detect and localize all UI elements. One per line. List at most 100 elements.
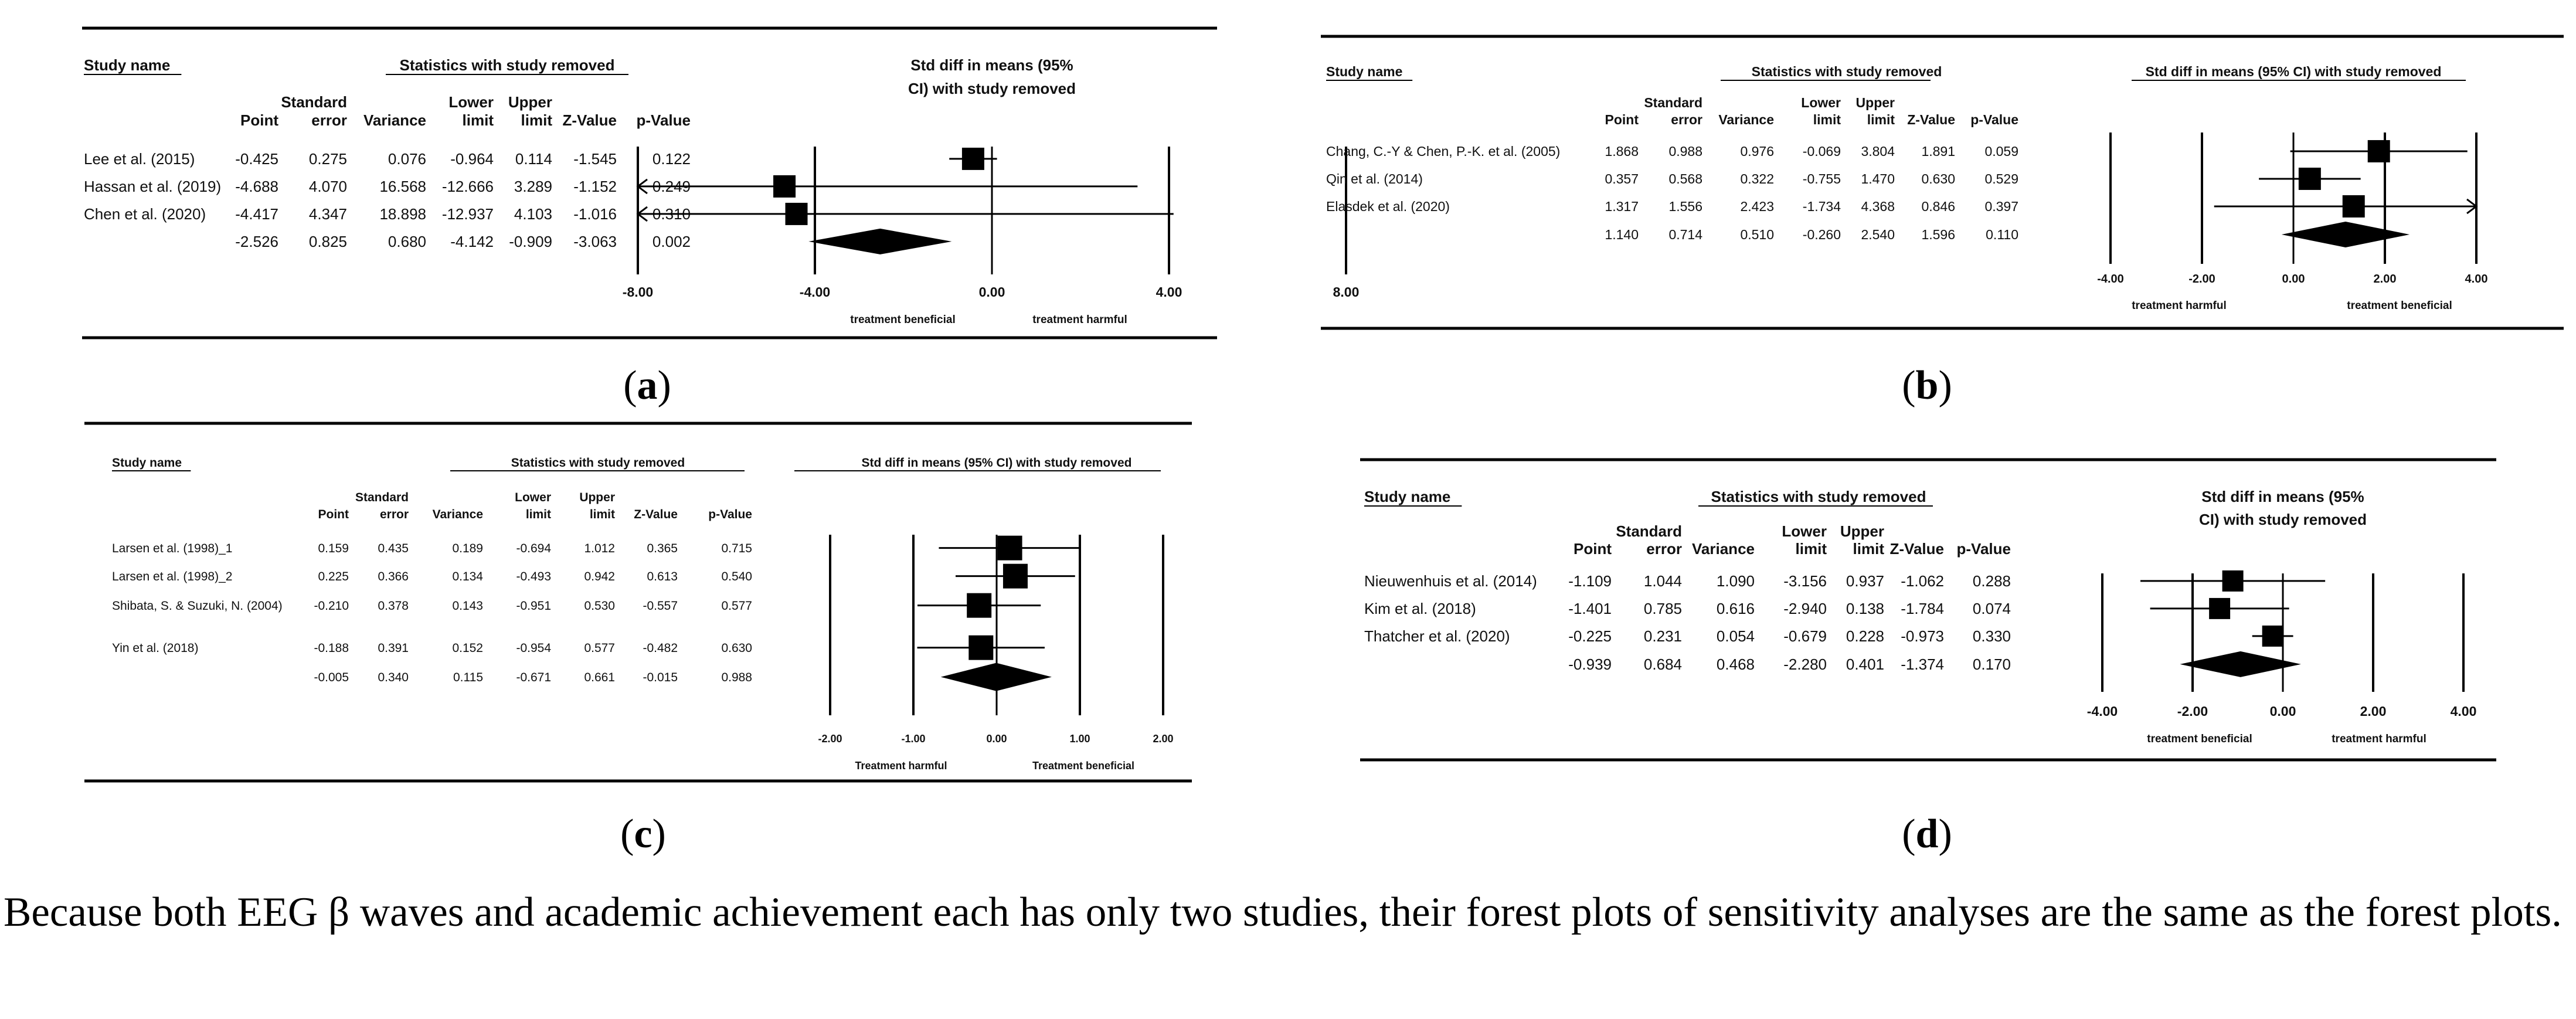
stat-value: 1.140 bbox=[1605, 227, 1639, 242]
stat-value: 0.159 bbox=[318, 542, 349, 555]
stat-value: 0.616 bbox=[1717, 600, 1755, 617]
table-row: Shibata, S. & Suzuki, N. (2004) -0.210 0.3… bbox=[112, 599, 752, 613]
panel-c: Study name Statistics with study removed P… bbox=[84, 422, 1192, 857]
panel-d: Study name Statistics with study removed P… bbox=[1360, 458, 2496, 857]
summary-diamond bbox=[808, 228, 952, 254]
stat-value: 0.189 bbox=[452, 542, 483, 555]
column-header-line2: limit bbox=[1796, 540, 1827, 558]
stat-value: 0.225 bbox=[318, 570, 349, 583]
stat-value: 0.059 bbox=[1984, 144, 2018, 159]
stat-value: -3.063 bbox=[573, 233, 617, 250]
summary-row: -2.526 0.825 0.680 -4.142 -0.909 -3.063 0.002 bbox=[235, 233, 691, 250]
study-name: Hassan et al. (2019) bbox=[84, 178, 221, 195]
plot-title: Std diff in means (95% CI) with study re… bbox=[2146, 64, 2442, 79]
stat-value: 0.115 bbox=[453, 671, 483, 684]
column-header-line2: Z-Value bbox=[563, 111, 617, 129]
stat-value: 0.002 bbox=[653, 233, 691, 250]
axis-left-label: treatment harmful bbox=[2132, 300, 2227, 312]
stat-value: 0.074 bbox=[1973, 600, 2011, 617]
tick-label: 4.00 bbox=[1156, 284, 1182, 300]
stat-value: 0.378 bbox=[378, 599, 409, 613]
tick-label: -1.00 bbox=[901, 733, 925, 745]
plot-title: Std diff in means (95% bbox=[2201, 488, 2364, 505]
axis-right-label: treatment harmful bbox=[2332, 733, 2427, 745]
stat-value: 0.231 bbox=[1644, 627, 1682, 645]
stat-value: -1.374 bbox=[1901, 655, 1944, 673]
stat-value: 1.470 bbox=[1861, 171, 1895, 186]
summary-row: 1.140 0.714 0.510 -0.260 2.540 1.596 0.110 bbox=[1605, 227, 2018, 242]
point-estimate-square bbox=[961, 147, 984, 170]
tick-label: -2.00 bbox=[818, 733, 842, 745]
stat-value: 2.540 bbox=[1861, 227, 1895, 242]
stat-value: 0.630 bbox=[1921, 171, 1955, 186]
stat-value: -0.425 bbox=[235, 150, 278, 168]
column-header-line2: Point bbox=[1605, 112, 1639, 127]
stat-value: -0.557 bbox=[643, 599, 678, 613]
stat-value: 0.988 bbox=[1668, 144, 1702, 159]
column-header-line2: error bbox=[1646, 540, 1682, 558]
study-name-header: Study name bbox=[1364, 488, 1450, 505]
stat-value: 0.510 bbox=[1740, 227, 1774, 242]
study-name: Shibata, S. & Suzuki, N. (2004) bbox=[112, 599, 283, 613]
tick-label: 2.00 bbox=[2360, 704, 2387, 719]
stat-value: 0.661 bbox=[584, 671, 615, 684]
column-header-line2: limit bbox=[521, 111, 553, 129]
ci-arrow-left bbox=[636, 178, 648, 195]
axis-left-label: Treatment harmful bbox=[855, 760, 947, 772]
table-row: Chang, C.-Y & Chen, P.-K. et al. (2005) 1… bbox=[1326, 144, 2018, 159]
stat-value: 0.143 bbox=[452, 599, 483, 613]
column-header-line2: p-Value bbox=[1957, 540, 2011, 558]
tick-label: 0.00 bbox=[979, 284, 1005, 300]
panel-caption: (c) bbox=[620, 811, 666, 857]
column-header-line2: Variance bbox=[1718, 112, 1774, 127]
stat-value: -1.784 bbox=[1901, 600, 1944, 617]
column-header-line2: error bbox=[380, 508, 409, 521]
stat-value: 2.423 bbox=[1740, 199, 1774, 214]
stat-value: 0.613 bbox=[647, 570, 678, 583]
stat-value: 0.468 bbox=[1717, 655, 1755, 673]
stat-value: -4.688 bbox=[235, 178, 278, 195]
table-row: Nieuwenhuis et al. (2014) -1.109 1.044 1.09… bbox=[1364, 572, 2011, 590]
stat-value: 0.401 bbox=[1846, 655, 1884, 673]
stat-value: -0.493 bbox=[516, 570, 551, 583]
stat-value: 4.368 bbox=[1861, 199, 1895, 214]
column-header-line2: Z-Value bbox=[1890, 540, 1944, 558]
table-row: Chen et al. (2020) -4.417 4.347 18.898 -12.9… bbox=[84, 205, 691, 223]
panel-b: Study name Statistics with study removed P… bbox=[1321, 35, 2564, 408]
stat-value: 0.357 bbox=[1605, 171, 1639, 186]
study-name: Larsen et al. (1998)_1 bbox=[112, 542, 232, 555]
stat-value: 0.340 bbox=[378, 671, 409, 684]
plot-title: CI) with study removed bbox=[2199, 511, 2367, 528]
stat-value: -2.280 bbox=[1783, 655, 1827, 673]
column-header-line2: limit bbox=[590, 508, 615, 521]
tick-label: 0.00 bbox=[986, 733, 1007, 745]
stat-value: 0.228 bbox=[1846, 627, 1884, 645]
stat-value: -0.015 bbox=[643, 671, 678, 684]
stat-value: 0.684 bbox=[1644, 655, 1682, 673]
column-header-line1: Lower bbox=[1801, 95, 1841, 110]
column-header-line1: Standard bbox=[355, 491, 409, 504]
stat-value: -1.545 bbox=[573, 150, 617, 168]
stat-value: 0.540 bbox=[721, 570, 752, 583]
stat-value: -1.401 bbox=[1568, 600, 1612, 617]
study-name: Nieuwenhuis et al. (2014) bbox=[1364, 572, 1537, 590]
stat-value: -0.939 bbox=[1568, 655, 1612, 673]
stat-value: 0.715 bbox=[721, 542, 752, 555]
stat-value: -0.964 bbox=[450, 150, 494, 168]
stat-value: -1.152 bbox=[573, 178, 617, 195]
stat-value: -0.951 bbox=[516, 599, 551, 613]
group-title: Statistics with study removed bbox=[511, 456, 685, 470]
stat-value: 18.898 bbox=[379, 205, 426, 223]
stat-value: 0.275 bbox=[309, 150, 347, 168]
tick-label: -4.00 bbox=[2097, 273, 2124, 286]
axis-right-label: treatment harmful bbox=[1032, 314, 1127, 326]
stat-value: 0.937 bbox=[1846, 572, 1884, 590]
stat-value: 0.529 bbox=[1984, 171, 2018, 186]
column-header-line2: limit bbox=[1813, 112, 1841, 127]
stat-value: -0.909 bbox=[509, 233, 552, 250]
stat-value: 0.288 bbox=[1973, 572, 2011, 590]
column-header-line1: Lower bbox=[515, 491, 551, 504]
summary-diamond bbox=[2180, 651, 2301, 677]
stat-value: 0.391 bbox=[378, 641, 409, 655]
stat-value: 1.012 bbox=[584, 542, 615, 555]
